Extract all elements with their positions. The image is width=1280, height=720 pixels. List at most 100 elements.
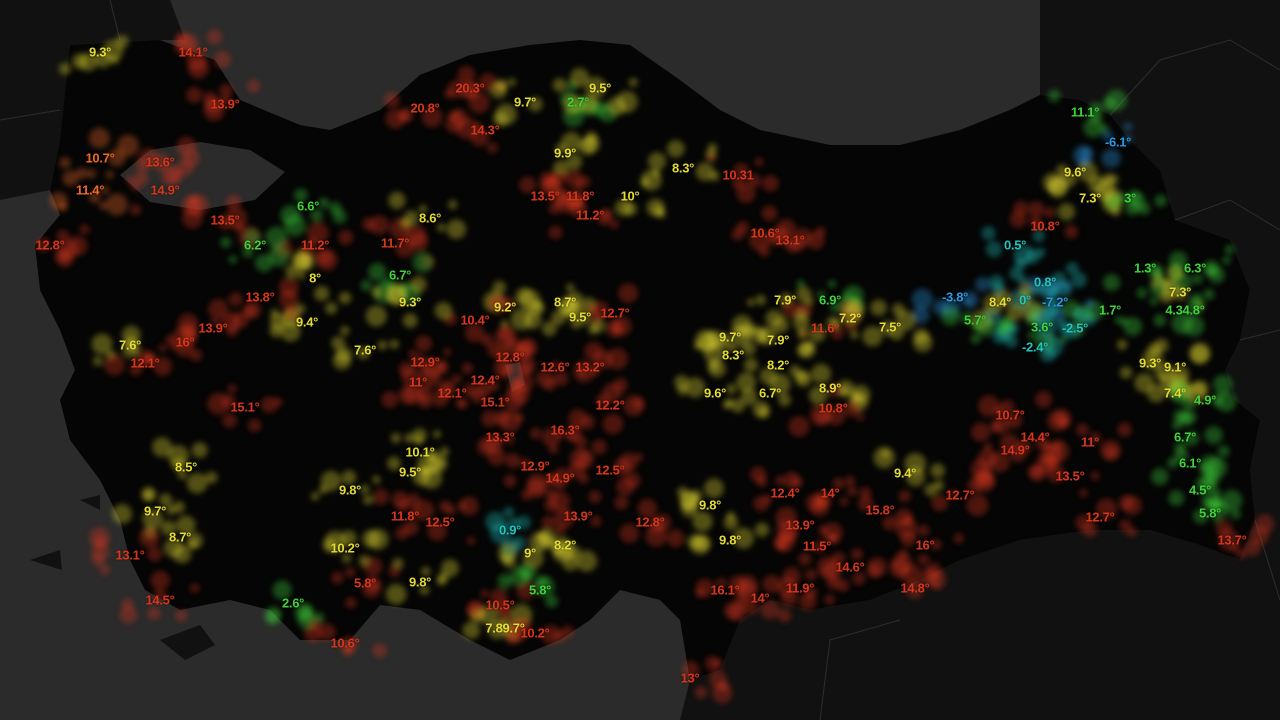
temperature-label[interactable]: 14.5°	[145, 592, 175, 608]
temperature-label[interactable]: 8.5°	[174, 459, 198, 475]
temperature-label[interactable]: 8.4°	[988, 294, 1012, 310]
temperature-label[interactable]: 8.2°	[766, 357, 790, 373]
temperature-label[interactable]: 1.3°	[1133, 260, 1157, 276]
temperature-label[interactable]: 11.8°	[390, 508, 420, 524]
temperature-label[interactable]: 12.4°	[770, 485, 800, 501]
temperature-label[interactable]: 12.8°	[35, 237, 65, 253]
temperature-label[interactable]: 11°	[408, 374, 428, 390]
temperature-label[interactable]: 7.3°	[1078, 190, 1102, 206]
temperature-label[interactable]: 9.7°	[718, 329, 742, 345]
temperature-label[interactable]: 12.7°	[600, 305, 630, 321]
temperature-label[interactable]: 6.6°	[296, 198, 320, 214]
temperature-label[interactable]: 7.6°	[353, 342, 377, 358]
temperature-label[interactable]: 10.8°	[818, 400, 848, 416]
temperature-label[interactable]: 9.4°	[295, 314, 319, 330]
temperature-label[interactable]: 13.9°	[198, 320, 228, 336]
temperature-label[interactable]: 9.3°	[1138, 355, 1162, 371]
temperature-label[interactable]: 15.8°	[865, 502, 895, 518]
temperature-label[interactable]: 13.1°	[115, 547, 145, 563]
temperature-label[interactable]: 12.6°	[540, 359, 570, 375]
temperature-label[interactable]: 10.8°	[1030, 218, 1060, 234]
temperature-label[interactable]: 3°	[1124, 190, 1136, 206]
temperature-label[interactable]: 13.1°	[775, 232, 805, 248]
temperature-label[interactable]: 8.3°	[721, 347, 745, 363]
temperature-label[interactable]: 1.7°	[1098, 302, 1122, 318]
temperature-label[interactable]: 12.1°	[130, 355, 160, 371]
temperature-label[interactable]: 9.3°	[88, 44, 112, 60]
temperature-label[interactable]: 9.1°	[1163, 359, 1187, 375]
temperature-label[interactable]: 10.1°	[405, 444, 435, 460]
temperature-label[interactable]: 7.4°	[1163, 385, 1187, 401]
temperature-label[interactable]: 20.8°	[410, 100, 440, 116]
temperature-label[interactable]: 12.9°	[520, 458, 550, 474]
temperature-label[interactable]: 14.3°	[470, 122, 500, 138]
temperature-label[interactable]: -2.4°	[1021, 339, 1049, 355]
temperature-label[interactable]: 6.3°	[1183, 260, 1207, 276]
temperature-label[interactable]: 16°	[915, 537, 935, 553]
temperature-label[interactable]: -3.8°	[941, 289, 969, 305]
temperature-label[interactable]: 10.31	[722, 167, 754, 183]
temperature-label[interactable]: 9.5°	[568, 309, 592, 325]
temperature-label[interactable]: 11.7°	[380, 235, 410, 251]
temperature-label[interactable]: 16.3°	[550, 422, 580, 438]
temperature-label[interactable]: 9.2°	[493, 299, 517, 315]
temperature-label[interactable]: 14°	[750, 590, 770, 606]
temperature-label[interactable]: 12.9°	[410, 354, 440, 370]
temperature-label[interactable]: 6.9°	[818, 292, 842, 308]
temperature-label[interactable]: 9.8°	[338, 482, 362, 498]
temperature-label[interactable]: 14°	[820, 485, 840, 501]
temperature-label[interactable]: 9.9°	[553, 145, 577, 161]
temperature-label[interactable]: 13.3°	[485, 429, 515, 445]
temperature-label[interactable]: 13.9°	[210, 96, 240, 112]
temperature-label[interactable]: 4.5°	[1188, 482, 1212, 498]
temperature-label[interactable]: 15.1°	[230, 399, 260, 415]
temperature-label[interactable]: 9.6°	[1063, 164, 1087, 180]
temperature-label[interactable]: 11.9°	[785, 580, 815, 596]
temperature-label[interactable]: 13.5°	[530, 188, 560, 204]
temperature-label[interactable]: 12.5°	[425, 514, 455, 530]
temperature-label[interactable]: 6.7°	[388, 267, 412, 283]
temperature-label[interactable]: 11.1°	[1070, 104, 1100, 120]
temperature-label[interactable]: -6.1°	[1104, 134, 1132, 150]
temperature-label[interactable]: 10°	[620, 188, 640, 204]
temperature-label[interactable]: 12.7°	[945, 487, 975, 503]
temperature-label[interactable]: 10.7°	[995, 407, 1025, 423]
temperature-label[interactable]: 9.5°	[588, 80, 612, 96]
temperature-label[interactable]: 14.9°	[545, 470, 575, 486]
temperature-label[interactable]: 20.3°	[455, 80, 485, 96]
temperature-label[interactable]: 12.8°	[635, 514, 665, 530]
temperature-label[interactable]: 14.9°	[1000, 442, 1030, 458]
temperature-label[interactable]: 11.6°	[810, 320, 840, 336]
temperature-label[interactable]: 10.4°	[460, 312, 490, 328]
temperature-label[interactable]: 8.6°	[418, 210, 442, 226]
temperature-label[interactable]: 10.2°	[330, 540, 360, 556]
temperature-label[interactable]: 13.9°	[563, 508, 593, 524]
temperature-label[interactable]: 6.7°	[1173, 429, 1197, 445]
temperature-label[interactable]: 7.9°	[766, 332, 790, 348]
temperature-label[interactable]: 4.9°	[1193, 392, 1217, 408]
temperature-label[interactable]: 9.5°	[398, 464, 422, 480]
temperature-label[interactable]: 0.5°	[1003, 237, 1027, 253]
temperature-label[interactable]: 12.2°	[595, 397, 625, 413]
temperature-label[interactable]: 12.4°	[470, 372, 500, 388]
temperature-label[interactable]: 10.6°	[750, 225, 780, 241]
temperature-label[interactable]: 16.1°	[710, 582, 740, 598]
temperature-label[interactable]: 14.1°	[178, 44, 208, 60]
temperature-label[interactable]: 8.2°	[553, 537, 577, 553]
temperature-label[interactable]: 14.4°	[1020, 429, 1050, 445]
temperature-label[interactable]: 8.7°	[553, 294, 577, 310]
temperature-label[interactable]: 4.34.8°	[1165, 302, 1205, 318]
temperature-label[interactable]: 6.1°	[1178, 455, 1202, 471]
temperature-label[interactable]: 3.6°	[1030, 319, 1054, 335]
temperature-label[interactable]: 7.2°	[838, 310, 862, 326]
temperature-label[interactable]: 9.6°	[703, 385, 727, 401]
temperature-label[interactable]: 15.1°	[480, 394, 510, 410]
temperature-label[interactable]: 9.8°	[698, 497, 722, 513]
temperature-label[interactable]: -7.2°	[1041, 294, 1069, 310]
temperature-label[interactable]: 13.7°	[1217, 532, 1247, 548]
temperature-label[interactable]: 8.9°	[818, 380, 842, 396]
temperature-label[interactable]: 11.5°	[802, 538, 832, 554]
temperature-label[interactable]: 7.3°	[1168, 284, 1192, 300]
temperature-label[interactable]: 7.5°	[878, 319, 902, 335]
temperature-label[interactable]: 6.7°	[758, 385, 782, 401]
